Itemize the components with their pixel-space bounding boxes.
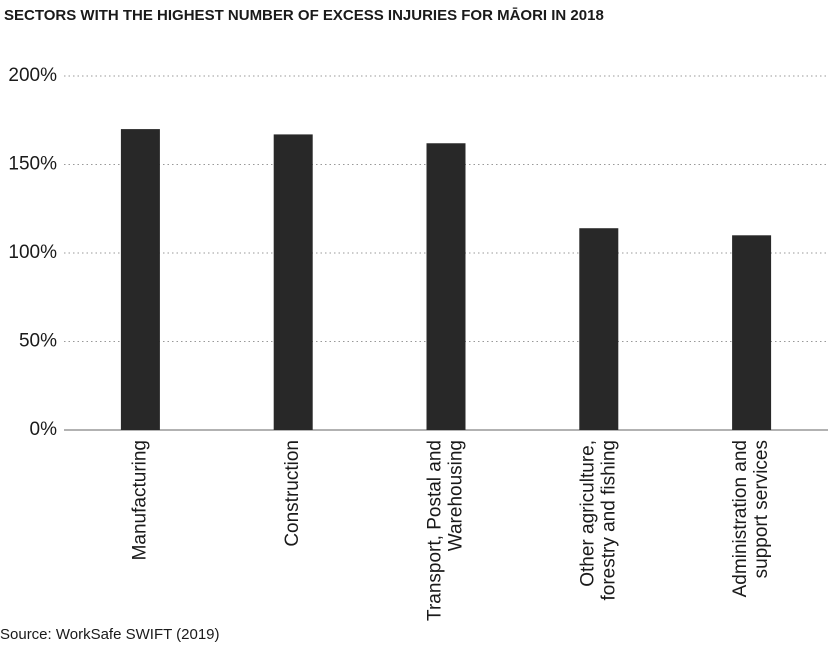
x-tick-label: Manufacturing [129,440,150,560]
x-tick-label: Construction [282,440,303,547]
y-tick-label: 200% [8,65,57,86]
bar [732,235,772,430]
x-tick-label: Transport, Postal andWarehousing [425,440,467,621]
bar [273,134,313,430]
x-tick-label: Administration andsupport services [730,440,772,597]
bar [120,129,160,430]
x-tick-label: Other agriculture,forestry and fishing [577,440,619,601]
y-tick-label: 50% [19,331,57,352]
y-tick-label: 100% [8,242,57,263]
source-note: Source: WorkSafe SWIFT (2019) [0,626,220,643]
y-tick-label: 0% [30,419,58,440]
bar [426,143,466,430]
chart-title: SECTORS WITH THE HIGHEST NUMBER OF EXCES… [4,7,604,24]
bar [579,228,619,430]
y-tick-label: 150% [8,154,57,175]
